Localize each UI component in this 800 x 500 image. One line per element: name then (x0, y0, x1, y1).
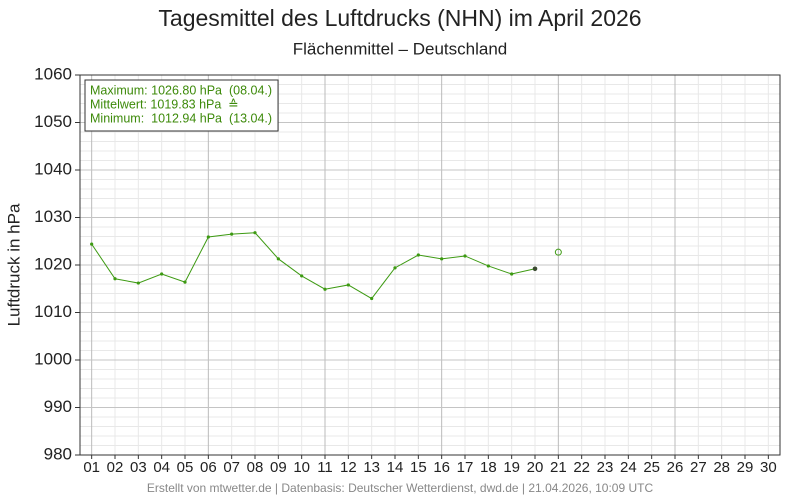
info-line: Minimum: 1012.94 hPa (13.04.) (90, 111, 272, 125)
x-tick-label: 20 (527, 459, 544, 476)
x-tick-label: 21 (550, 459, 567, 476)
x-tick-label: 09 (270, 459, 287, 476)
y-tick-label: 1000 (34, 349, 72, 368)
data-point (183, 280, 187, 284)
y-tick-label: 1030 (34, 207, 72, 226)
x-tick-label: 23 (597, 459, 614, 476)
x-tick-label: 19 (503, 459, 520, 476)
x-tick-label: 14 (387, 459, 404, 476)
data-point (510, 272, 514, 276)
x-tick-label: 08 (247, 459, 264, 476)
x-tick-label: 16 (433, 459, 450, 476)
y-tick-label: 1020 (34, 254, 72, 273)
x-tick-label: 27 (690, 459, 707, 476)
data-point (370, 296, 374, 301)
x-tick-label: 22 (573, 459, 590, 476)
y-tick-label: 1010 (34, 302, 72, 321)
y-tick-label: 980 (44, 444, 72, 463)
chart-title: Tagesmittel des Luftdrucks (NHN) im Apri… (158, 5, 641, 31)
y-tick-label: 1050 (34, 112, 72, 131)
x-tick-label: 11 (317, 459, 333, 476)
data-point (323, 287, 327, 291)
series-line (91, 232, 536, 300)
x-tick-label: 07 (223, 459, 240, 476)
data-point (113, 277, 117, 281)
data-point (416, 253, 420, 257)
x-tick-label: 02 (107, 459, 124, 476)
x-tick-label: 13 (363, 459, 380, 476)
data-point (463, 254, 467, 258)
plot-frame (79, 74, 781, 456)
x-tick-label: 26 (667, 459, 684, 476)
info-line: Maximum: 1026.80 hPa (08.04.) (90, 83, 272, 97)
x-tick-label: 24 (620, 459, 637, 476)
y-axis-label: Luftdruck in hPa (4, 203, 23, 326)
y-tick-label: 1060 (34, 64, 72, 83)
x-tick-label: 30 (760, 459, 777, 476)
data-point (486, 264, 490, 268)
x-tick-label: 04 (153, 459, 170, 476)
y-tick-label: 990 (44, 397, 72, 416)
data-point (90, 242, 94, 246)
info-box: Maximum: 1026.80 hPa (08.04.)Mittelwert:… (84, 79, 279, 132)
chart-subtitle: Flächenmittel – Deutschland (293, 39, 508, 58)
data-point (230, 232, 234, 236)
x-tick-label: 10 (293, 459, 310, 476)
x-tick-label: 18 (480, 459, 497, 476)
data-point (136, 281, 140, 285)
x-tick-label: 28 (713, 459, 730, 476)
x-tick-label: 25 (643, 459, 660, 476)
data-point (346, 283, 350, 287)
x-tick-label: 17 (457, 459, 474, 476)
data-point (440, 257, 444, 261)
data-point (554, 248, 562, 256)
footer: Erstellt von mtwetter.de | Datenbasis: D… (147, 481, 654, 495)
x-tick-label: 03 (130, 459, 147, 476)
data-point (206, 235, 210, 239)
x-tick-label: 12 (340, 459, 357, 476)
data-point (300, 274, 304, 278)
x-tick-label: 05 (177, 459, 194, 476)
x-tick-label: 01 (83, 459, 100, 476)
data-point (160, 272, 164, 276)
data-point (393, 266, 397, 270)
x-tick-label: 29 (737, 459, 754, 476)
info-line: Mittelwert: 1019.83 hPa ≙ (90, 97, 239, 111)
x-tick-label: 06 (200, 459, 217, 476)
data-point (532, 266, 538, 272)
x-tick-label: 15 (410, 459, 427, 476)
y-tick-label: 1040 (34, 159, 72, 178)
info-box-frame (84, 79, 279, 132)
data-point (276, 257, 280, 261)
data-point (253, 231, 257, 235)
